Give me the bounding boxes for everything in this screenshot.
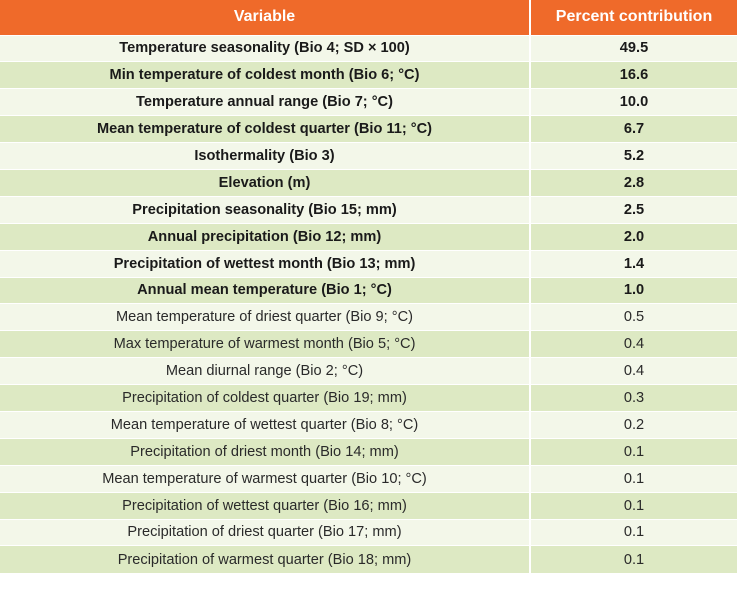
table-row: Min temperature of coldest month (Bio 6;…: [0, 61, 737, 89]
percent-cell: 0.4: [529, 330, 737, 358]
percent-cell: 0.4: [529, 357, 737, 385]
variable-cell: Mean temperature of driest quarter (Bio …: [0, 303, 530, 331]
table-row: Annual mean temperature (Bio 1; °C) 1.0: [0, 276, 737, 304]
table-row: Precipitation of wettest quarter (Bio 16…: [0, 491, 737, 520]
percent-cell: 1.4: [529, 249, 737, 278]
variable-cell: Precipitation of wettest quarter (Bio 16…: [0, 491, 530, 520]
variable-cell: Precipitation of warmest quarter (Bio 18…: [0, 545, 530, 573]
percent-cell: 2.5: [529, 195, 737, 224]
variable-cell: Max temperature of warmest month (Bio 5;…: [0, 330, 530, 358]
variable-cell: Elevation (m): [0, 168, 530, 197]
table-row: Mean temperature of coldest quarter (Bio…: [0, 115, 737, 143]
variable-cell: Precipitation of coldest quarter (Bio 19…: [0, 384, 530, 412]
percent-cell: 0.1: [529, 464, 737, 493]
percent-cell: 0.3: [529, 384, 737, 412]
variable-cell: Min temperature of coldest month (Bio 6;…: [0, 61, 530, 89]
table-row: Max temperature of warmest month (Bio 5;…: [0, 330, 737, 358]
table-row: Precipitation seasonality (Bio 15; mm) 2.…: [0, 195, 737, 224]
variable-cell: Mean temperature of coldest quarter (Bio…: [0, 115, 530, 143]
percent-cell: 1.0: [529, 276, 737, 304]
table-row: Precipitation of warmest quarter (Bio 18…: [0, 545, 737, 573]
table-row: Mean temperature of driest quarter (Bio …: [0, 303, 737, 331]
percent-cell: 0.1: [529, 437, 737, 466]
variable-cell: Temperature seasonality (Bio 4; SD × 100…: [0, 34, 530, 62]
contribution-table: Variable Percent contribution Temperatur…: [0, 0, 737, 573]
header-percent-contribution: Percent contribution: [529, 0, 737, 35]
percent-cell: 0.5: [529, 303, 737, 331]
table-row: Temperature annual range (Bio 7; °C) 10.0: [0, 88, 737, 116]
table-row: Elevation (m) 2.8: [0, 168, 737, 197]
table-row: Mean temperature of warmest quarter (Bio…: [0, 464, 737, 493]
percent-cell: 0.1: [529, 491, 737, 520]
table-header-row: Variable Percent contribution: [0, 0, 737, 35]
variable-cell: Temperature annual range (Bio 7; °C): [0, 88, 530, 116]
variable-cell: Precipitation seasonality (Bio 15; mm): [0, 195, 530, 224]
table-row: Temperature seasonality (Bio 4; SD × 100…: [0, 34, 737, 62]
variable-cell: Annual precipitation (Bio 12; mm): [0, 222, 530, 251]
table-row: Precipitation of driest month (Bio 14; m…: [0, 437, 737, 466]
percent-cell: 10.0: [529, 88, 737, 116]
header-variable: Variable: [233, 8, 296, 26]
percent-cell: 2.0: [529, 222, 737, 251]
variable-cell: Annual mean temperature (Bio 1; °C): [0, 276, 530, 304]
percent-cell: 2.8: [529, 168, 737, 197]
percent-cell: 0.2: [529, 410, 737, 439]
variable-cell: Mean temperature of wettest quarter (Bio…: [0, 410, 530, 439]
variable-cell: Precipitation of wettest month (Bio 13; …: [0, 249, 530, 278]
variable-cell: Isothermality (Bio 3): [0, 142, 530, 170]
variable-cell: Mean diurnal range (Bio 2; °C): [0, 357, 530, 385]
percent-cell: 5.2: [529, 142, 737, 170]
percent-cell: 49.5: [529, 34, 737, 62]
table-row: Precipitation of wettest month (Bio 13; …: [0, 249, 737, 278]
variable-cell: Precipitation of driest quarter (Bio 17;…: [0, 518, 530, 546]
table-body: Temperature seasonality (Bio 4; SD × 100…: [0, 34, 737, 573]
table-row: Annual precipitation (Bio 12; mm) 2.0: [0, 222, 737, 251]
variable-cell: Mean temperature of warmest quarter (Bio…: [0, 464, 530, 493]
percent-cell: 0.1: [529, 545, 737, 573]
variable-cell: Precipitation of driest month (Bio 14; m…: [0, 437, 530, 466]
table-row: Mean temperature of wettest quarter (Bio…: [0, 410, 737, 439]
percent-cell: 16.6: [529, 61, 737, 89]
table-row: Precipitation of driest quarter (Bio 17;…: [0, 518, 737, 546]
percent-cell: 0.1: [529, 518, 737, 546]
table-row: Mean diurnal range (Bio 2; °C) 0.4: [0, 357, 737, 385]
percent-cell: 6.7: [529, 115, 737, 143]
table-row: Isothermality (Bio 3) 5.2: [0, 142, 737, 170]
table-row: Precipitation of coldest quarter (Bio 19…: [0, 384, 737, 412]
